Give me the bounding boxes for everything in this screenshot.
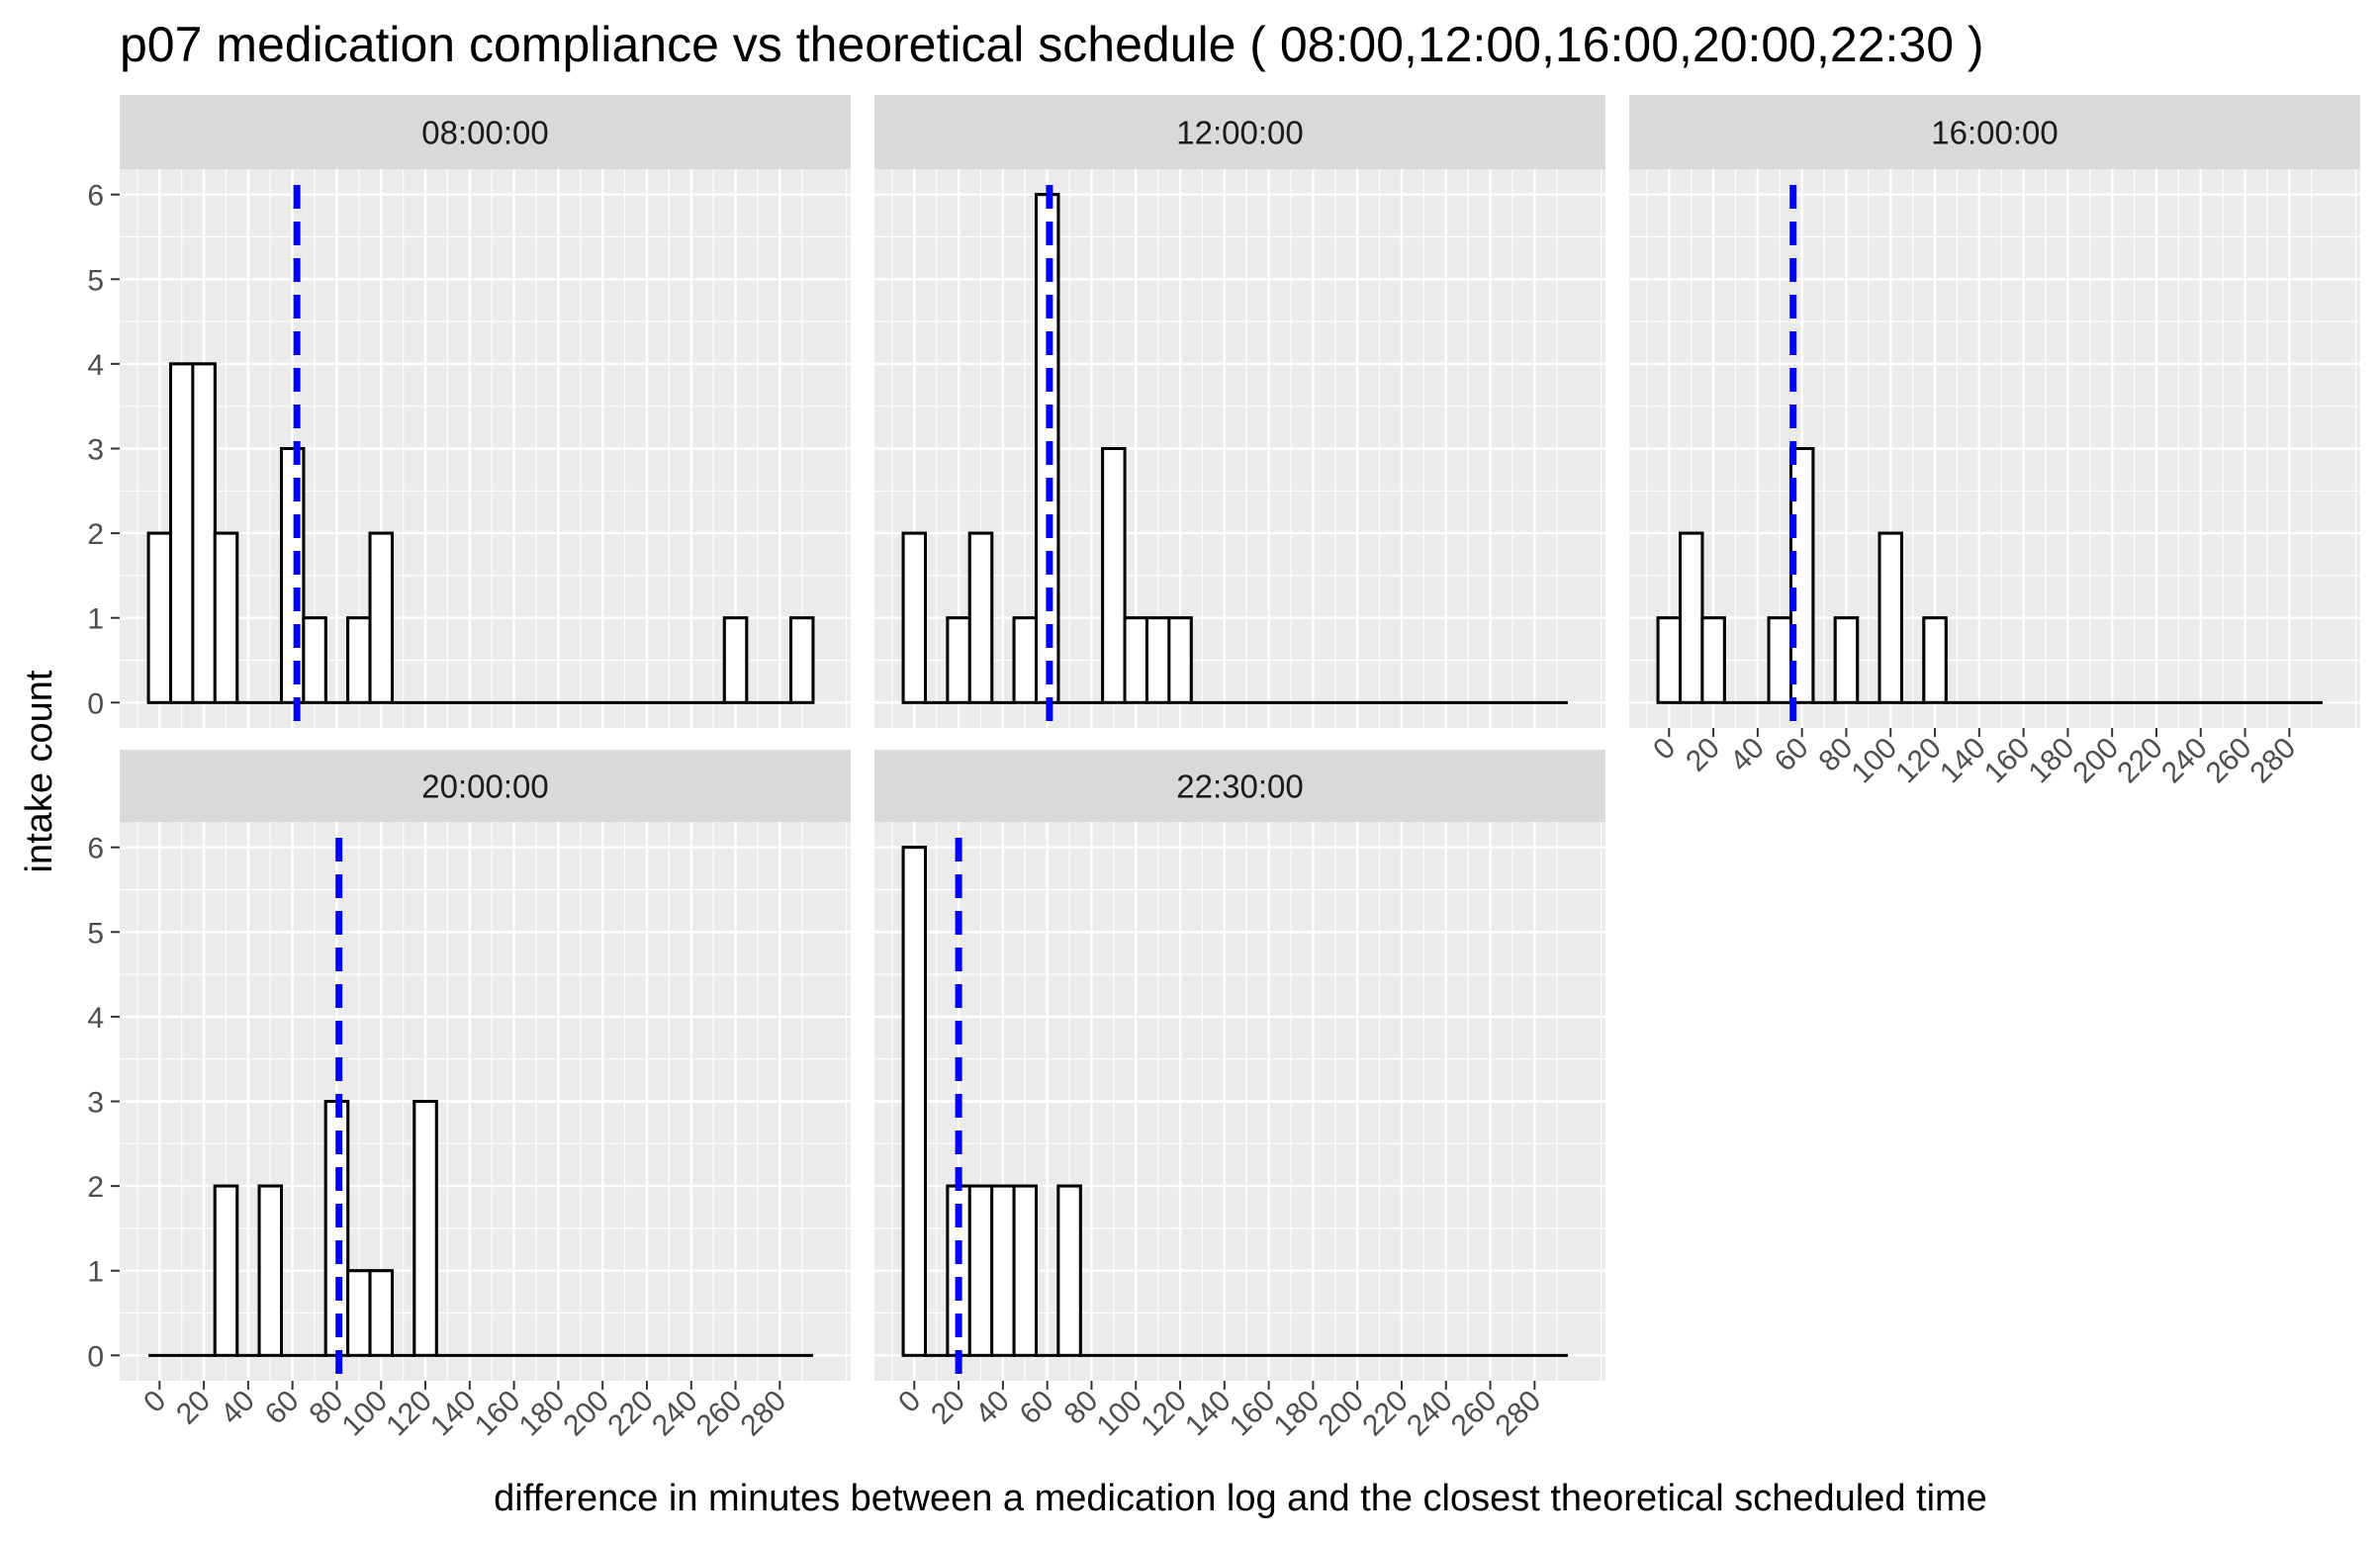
histogram-bar [967, 1184, 994, 1357]
y-tick-label: 3 [87, 1087, 104, 1120]
y-tick-label: 6 [87, 180, 104, 213]
histogram-bar [1700, 616, 1726, 704]
facet-panel: 12:00:00 [874, 95, 1605, 728]
facet-panel: 16:00:0002040608010012014016018020022024… [1629, 95, 2360, 789]
y-axis-title: intake count [19, 670, 60, 872]
histogram-bar [146, 531, 173, 704]
histogram-bar [1012, 616, 1038, 704]
histogram-bar [257, 1184, 283, 1357]
y-tick-label: 1 [87, 603, 104, 636]
facet-strip [874, 95, 1605, 169]
histogram-bar [946, 616, 971, 704]
histogram-bar [990, 1184, 1016, 1357]
histogram-bar [901, 846, 928, 1357]
histogram-bar [302, 616, 327, 704]
y-tick-label: 2 [87, 1171, 104, 1204]
y-tick-label: 5 [87, 917, 104, 950]
facet-strip [120, 95, 851, 169]
histogram-bar [1877, 531, 1903, 704]
histogram-bar [1833, 616, 1860, 704]
x-axis-title: difference in minutes between a medicati… [494, 1478, 1987, 1519]
y-tick-label: 3 [87, 434, 104, 467]
histogram-bar [1767, 616, 1792, 704]
y-tick-label: 4 [87, 349, 104, 382]
histogram-bar [213, 531, 239, 704]
facet-strip [120, 750, 851, 822]
y-tick-label: 2 [87, 518, 104, 551]
histogram-bar [346, 1269, 372, 1357]
histogram-bar [213, 1184, 239, 1357]
facet-strip-label: 16:00:00 [1931, 115, 2058, 151]
chart-title: p07 medication compliance vs theoretical… [120, 17, 1984, 72]
histogram-bar [789, 616, 815, 704]
y-tick-label: 0 [87, 1340, 104, 1373]
histogram-bar [368, 531, 394, 704]
y-tick-label: 4 [87, 1002, 104, 1035]
histogram-bar [967, 531, 994, 704]
facet-strip [1629, 95, 2360, 169]
histogram-bar [1167, 616, 1193, 704]
y-tick-label: 6 [87, 833, 104, 865]
histogram-bar [1656, 616, 1683, 704]
histogram-bar [169, 362, 195, 704]
facet-panel: 20:00:0001234560204060801001201401601802… [87, 750, 851, 1442]
y-tick-label: 1 [87, 1256, 104, 1289]
histogram-bar [1144, 616, 1171, 704]
y-tick-label: 5 [87, 264, 104, 297]
histogram-bar [1679, 531, 1704, 704]
histogram-bar [1123, 616, 1148, 704]
histogram-bar [901, 531, 928, 704]
histogram-bar [1101, 447, 1127, 704]
histogram-bar [1056, 1184, 1082, 1357]
y-tick-label: 0 [87, 687, 104, 720]
facet-strip-label: 20:00:00 [421, 769, 548, 805]
facet-strip-label: 08:00:00 [421, 115, 548, 151]
histogram-bar [412, 1100, 438, 1357]
histogram-bar [1922, 616, 1948, 704]
facet-panel: 22:30:0002040608010012014016018020022024… [874, 750, 1605, 1442]
histogram-bar [191, 362, 217, 704]
facet-strip-label: 22:30:00 [1176, 769, 1303, 805]
histogram-bar [1012, 1184, 1038, 1357]
facet-strip-label: 12:00:00 [1176, 115, 1303, 151]
histogram-bar [346, 616, 372, 704]
histogram-bar [722, 616, 749, 704]
facet-panel: 08:00:00 0 1 2 3 4 5 6 [87, 95, 851, 728]
facet-strip [874, 750, 1605, 822]
histogram-bar [368, 1269, 394, 1357]
